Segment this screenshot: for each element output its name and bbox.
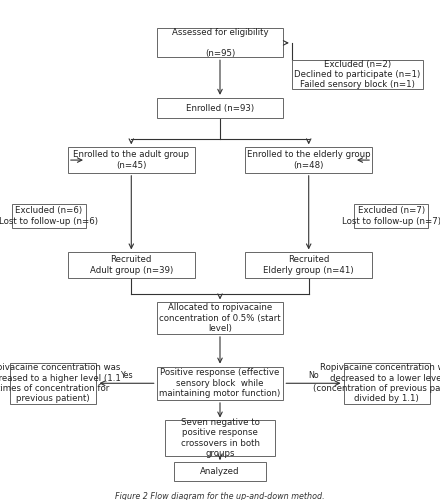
FancyBboxPatch shape — [354, 204, 428, 228]
FancyBboxPatch shape — [344, 363, 430, 404]
FancyBboxPatch shape — [68, 252, 194, 278]
Text: Yes: Yes — [120, 371, 133, 380]
Text: Excluded (n=7)
Lost to follow-up (n=7): Excluded (n=7) Lost to follow-up (n=7) — [341, 206, 440, 226]
Text: Ropivacaine concentration was
increased to a higher level (1.1
times of concentr: Ropivacaine concentration was increased … — [0, 363, 121, 404]
Text: Analyzed: Analyzed — [200, 467, 240, 476]
Text: Enrolled to the adult group
(n=45): Enrolled to the adult group (n=45) — [73, 150, 189, 170]
FancyBboxPatch shape — [292, 60, 423, 89]
FancyBboxPatch shape — [165, 420, 275, 456]
FancyBboxPatch shape — [157, 98, 283, 118]
FancyBboxPatch shape — [246, 252, 372, 278]
FancyBboxPatch shape — [157, 366, 283, 400]
Text: Enrolled to the elderly group
(n=48): Enrolled to the elderly group (n=48) — [247, 150, 370, 170]
FancyBboxPatch shape — [68, 148, 194, 173]
FancyBboxPatch shape — [157, 28, 283, 58]
Text: Enrolled (n=93): Enrolled (n=93) — [186, 104, 254, 112]
FancyBboxPatch shape — [10, 363, 96, 404]
Text: Assessed for eligibility

(n=95): Assessed for eligibility (n=95) — [172, 28, 268, 58]
Text: Excluded (n=6)
Lost to follow-up (n=6): Excluded (n=6) Lost to follow-up (n=6) — [0, 206, 99, 226]
FancyBboxPatch shape — [173, 462, 267, 481]
FancyBboxPatch shape — [157, 302, 283, 334]
Text: Positive response (effective
sensory block  while
maintaining motor function): Positive response (effective sensory blo… — [159, 368, 281, 398]
Text: Recruited
Adult group (n=39): Recruited Adult group (n=39) — [90, 256, 173, 275]
FancyBboxPatch shape — [12, 204, 86, 228]
Text: Recruited
Elderly group (n=41): Recruited Elderly group (n=41) — [264, 256, 354, 275]
Text: Allocated to ropivacaine
concentration of 0.5% (start
level): Allocated to ropivacaine concentration o… — [159, 304, 281, 333]
Text: Figure 2 Flow diagram for the up-and-down method.: Figure 2 Flow diagram for the up-and-dow… — [115, 492, 325, 500]
FancyBboxPatch shape — [246, 148, 372, 173]
Text: Ropivacaine concentration was
decreased to a lower level
(concentration of previ: Ropivacaine concentration was decreased … — [313, 363, 440, 404]
Text: No: No — [308, 371, 319, 380]
Text: Seven negative to
positive response
crossovers in both
groups: Seven negative to positive response cros… — [180, 418, 260, 458]
Text: Excluded (n=2)
Declined to participate (n=1)
Failed sensory block (n=1): Excluded (n=2) Declined to participate (… — [294, 60, 420, 90]
